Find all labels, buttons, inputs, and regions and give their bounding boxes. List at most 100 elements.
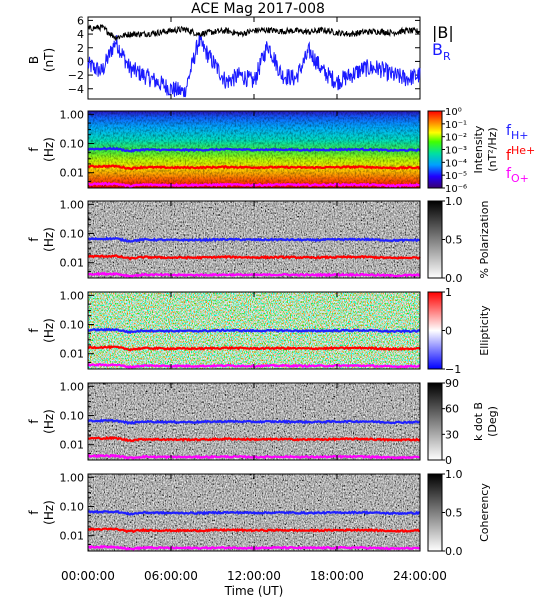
panel-ellipticity: 1.00 0.10 0.01 f (Hz) 1 0 −1 Ellipticity xyxy=(27,286,491,376)
f-H-plus-line xyxy=(87,509,421,516)
freq-ylabel: f xyxy=(27,147,41,152)
colorbar-tick-label: 0 xyxy=(445,325,452,338)
b-tick-label: 0 xyxy=(77,55,84,68)
time-tick-label: 00:00:00 xyxy=(61,569,115,583)
f-H-plus-line xyxy=(87,327,421,335)
field-legend: |B| BR xyxy=(432,23,454,63)
time-tick-label: 18:00:00 xyxy=(310,569,364,583)
ellipticity-colorbar xyxy=(427,291,443,370)
colorbar-tick-label: 10⁻⁵ xyxy=(445,171,467,182)
figure-title: ACE Mag 2017-008 xyxy=(191,1,325,17)
colorbar-tick-label: 0.0 xyxy=(445,545,463,558)
freq-tick-label: 0.01 xyxy=(60,439,85,452)
intensity-colorbar xyxy=(427,110,443,189)
f-He-plus-line xyxy=(87,344,421,352)
colorbar-unit: (Deg) xyxy=(486,406,499,437)
f-He-plus-line xyxy=(87,164,421,171)
colorbar-tick-label: 0.5 xyxy=(445,234,463,247)
freq-tick-label: 0.01 xyxy=(60,530,85,543)
freq-ylabel: f xyxy=(27,510,41,515)
freq-tick-label: 0.01 xyxy=(60,348,85,361)
freq-tick-label: 0.10 xyxy=(60,410,85,423)
colorbar-tick-label: 10⁻⁶ xyxy=(445,184,467,195)
freq-yunit: (Hz) xyxy=(42,227,56,252)
colorbar-label: Coherency xyxy=(478,483,491,542)
legend-fh: fH+ xyxy=(506,123,528,142)
b-tick-label: 4 xyxy=(77,28,84,41)
freq-ylabel: f xyxy=(27,419,41,424)
colorbar-tick-label: 1.0 xyxy=(445,468,463,481)
colorbar-tick-label: 0.5 xyxy=(445,507,463,520)
legend-fhe: fHe+ xyxy=(506,144,535,164)
colorbar-tick-label: −1 xyxy=(445,363,461,376)
freq-tick-label: 1.00 xyxy=(60,289,85,302)
freq-yunit: (Hz) xyxy=(42,409,56,434)
freq-tick-label: 0.01 xyxy=(60,167,85,180)
colorbar-label: Intensity xyxy=(472,125,485,173)
colorbar-label: % Polarization xyxy=(478,201,491,279)
time-tick-label: 12:00:00 xyxy=(227,569,281,583)
colorbar-label: Ellipticity xyxy=(478,305,491,356)
br-trace xyxy=(87,34,421,98)
x-axis-label: Time (UT) xyxy=(224,584,284,598)
f-He-plus-line xyxy=(87,254,421,261)
b-tick-label: −4 xyxy=(68,83,84,96)
freq-tick-label: 0.10 xyxy=(60,319,85,332)
colorbar-tick-label: 10⁰ xyxy=(445,107,462,118)
f-He-plus-line xyxy=(87,527,421,534)
freq-ylabel: f xyxy=(27,237,41,242)
colorbar-tick-label: 60 xyxy=(445,403,459,416)
time-tick-label: 06:00:00 xyxy=(144,569,198,583)
panel-kdotb: 1.00 0.10 0.01 f (Hz) 90 60 30 0 k dot B (Deg) xyxy=(27,377,499,467)
colorbar-tick-label: 10⁻² xyxy=(445,133,467,144)
x-axis: 00:00:00 06:00:00 12:00:00 18:00:00 24:00:00 xyxy=(61,569,447,583)
freq-tick-label: 1.00 xyxy=(60,108,85,121)
freq-tick-label: 1.00 xyxy=(60,380,85,393)
colorbar-tick-label: 30 xyxy=(445,428,459,441)
time-tick-label: 24:00:00 xyxy=(393,569,447,583)
colorbar-tick-label: 90 xyxy=(445,377,459,390)
colorbar-tick-label: 1.0 xyxy=(445,195,463,208)
legend-fo: fO+ xyxy=(506,166,529,185)
freq-tick-label: 0.10 xyxy=(60,228,85,241)
freq-tick-label: 1.00 xyxy=(60,471,85,484)
freq-yunit: (Hz) xyxy=(42,318,56,343)
coherency-colorbar xyxy=(427,473,443,552)
panel-coherency: 1.00 0.10 0.01 f (Hz) 1.0 0.5 0.0 Coherency xyxy=(27,468,491,558)
panel-polarization: 1.00 0.10 0.01 f (Hz) 1.0 0.5 0.0 % Polarization xyxy=(27,195,491,285)
b-tick-label: 2 xyxy=(77,42,84,55)
freq-tick-label: 0.10 xyxy=(60,138,85,151)
b-tick-label: 6 xyxy=(77,14,84,27)
colorbar-tick-label: 0.0 xyxy=(445,272,463,285)
colorbar-unit: (nT²/Hz) xyxy=(486,127,499,171)
freq-tick-label: 1.00 xyxy=(60,198,85,211)
f-H-plus-line xyxy=(87,236,421,243)
gyro-legend: fH+ fHe+ fO+ xyxy=(506,123,535,185)
colorbar-tick-label: 10⁻¹ xyxy=(445,120,467,131)
freq-tick-label: 0.10 xyxy=(60,501,85,514)
abs-b-trace xyxy=(87,23,421,41)
freq-yunit: (Hz) xyxy=(42,137,56,162)
freq-yunit: (Hz) xyxy=(42,500,56,525)
b-tick-label: −2 xyxy=(68,69,84,82)
legend-abs-b: |B| xyxy=(432,23,454,42)
f-H-plus-line xyxy=(87,418,421,425)
freq-ylabel: f xyxy=(27,328,41,333)
colorbar-tick-label: 1 xyxy=(445,286,452,299)
colorbar-tick-label: 0 xyxy=(445,454,452,467)
b-yunit: (nT) xyxy=(42,48,56,72)
panel-intensity: 1.00 0.10 0.01 f (Hz) 10⁰ 10⁻¹ 10⁻² 10⁻³10⁻⁴ 10⁻⁵… xyxy=(27,107,499,195)
f-He-plus-line xyxy=(87,435,421,443)
spectrogram-panels: 1.000.100.01f (Hz)10⁰10⁻¹10⁻²10⁻³10⁻⁴10⁻⁵… xyxy=(27,107,499,558)
freq-tick-label: 0.01 xyxy=(60,257,85,270)
b-traces xyxy=(87,17,421,99)
b-ylabel: B xyxy=(27,56,41,64)
colorbar-tick-label: 10⁻³ xyxy=(445,146,467,157)
colorbar-tick-label: 10⁻⁴ xyxy=(445,158,467,169)
polarization-colorbar xyxy=(427,200,443,279)
f-H-plus-line xyxy=(87,146,421,153)
legend-br: BR xyxy=(432,40,451,63)
